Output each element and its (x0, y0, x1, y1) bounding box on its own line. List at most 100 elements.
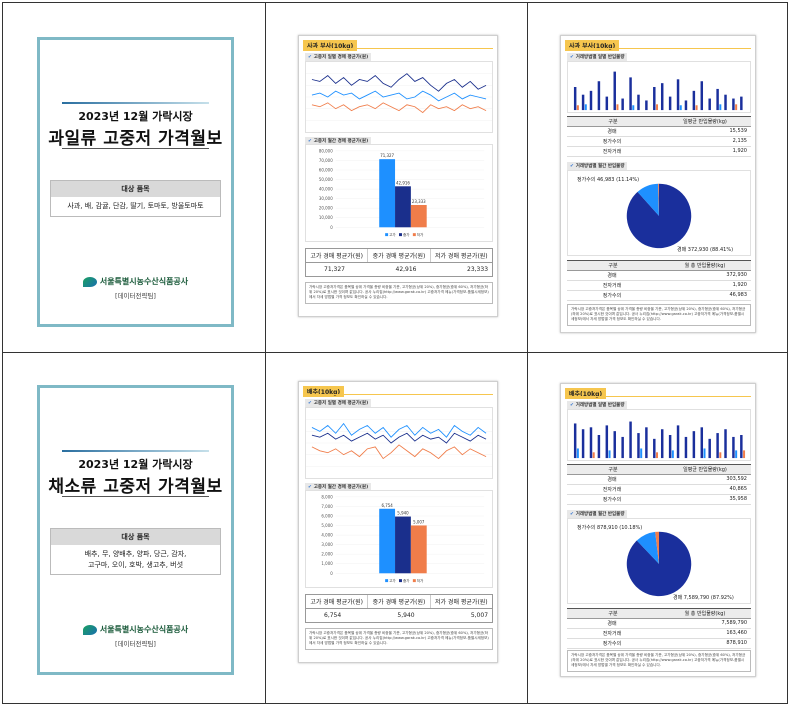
table-row: 경매 7,589,790 (567, 619, 751, 629)
org-name: 서울특별시농수산식품공사 (99, 277, 189, 286)
page-tag-underline (565, 396, 751, 397)
table-cell: 6,754 (324, 612, 342, 619)
y-tick-label: 50,000 (319, 177, 333, 182)
table-cell: 15,539 (729, 128, 748, 134)
monthly-total-volume-table: 구분 월 총 반입물량(kg) 경매 7,589,790 전자거래 163,460 … (567, 608, 751, 649)
table-cell: 경매 (607, 477, 617, 483)
section-daily-volume: ✔ 거래방법별 일별 반입물량 (567, 53, 628, 61)
table-cell: 전자거래 (602, 487, 622, 493)
table-header-cell: 월 총 반입물량(kg) (684, 263, 726, 269)
pie-label-auction: 경매 372,930 (88.41%) (677, 247, 734, 253)
y-tick-label: 30,000 (319, 196, 333, 201)
table-header-cell: 고가 경매 평균가(원) (310, 253, 363, 260)
table-header-row: 구분 일평균 반입물량(kg) (567, 117, 751, 127)
target-header: 대상 품목 (51, 181, 220, 197)
table-cell: 정가수의 (602, 293, 622, 299)
page-item-tag: 사과 부사(10kg) (565, 40, 620, 51)
table-cell: 경매 (607, 129, 617, 135)
page-tag-underline (565, 48, 751, 49)
section-title: 고중저 월간 경매 평균가(원) (313, 485, 369, 490)
volume-page-apple: 사과 부사(10kg) ✔ 거래방법별 일별 반입물량 구분 일평균 반입물량(k… (560, 35, 756, 333)
org-dept: [데이터전략팀] (115, 292, 156, 300)
cover-top-line (62, 102, 209, 104)
table-header-cell: 구분 (608, 611, 618, 617)
bar-고가 (379, 508, 396, 574)
table-cell: 5,940 (397, 612, 415, 619)
y-tick-label: 70,000 (319, 158, 333, 163)
org-logo: 서울특별시농수산식품공사 (40, 624, 231, 635)
table-header-row: 구분 일평균 반입물량(kg) (567, 465, 751, 475)
table-row: 정가수의 46,983 (567, 291, 751, 301)
section-daily-price: ✔ 고중저 일별 경매 평균가(원) (305, 53, 372, 61)
bar-저가 (410, 525, 427, 574)
check-icon: ✔ (308, 401, 312, 406)
page-item-tag: 사과 부사(10kg) (303, 40, 358, 51)
table-cell: 1,920 (732, 282, 747, 288)
target-items: 배추, 무, 양배추, 양파, 당근, 감자, 고구마, 오이, 호박, 생고추… (84, 550, 187, 569)
bar-data-label: 5,940 (397, 511, 409, 516)
bar-고가 (379, 159, 396, 228)
grid-divider-h (3, 352, 787, 353)
table-row: 정가수의 878,910 (567, 639, 751, 649)
cover-page-vegetable: 2023년 12월 가락시장 채소류 고중저 가격월보 대상 품목 배추, 무,… (37, 385, 234, 675)
org-logo: 서울특별시농수산식품공사 (40, 276, 231, 287)
footnote: 가락시장 고중저가격은 품목별 상위 가격을 총량 비중을 기준, 고가형균(상… (305, 282, 493, 304)
section-daily-volume: ✔ 거래방법별 일별 반입물량 (567, 401, 628, 409)
cover-target-box: 대상 품목 사과, 배, 감귤, 단감, 딸기, 토마토, 방울토마토 (50, 180, 221, 217)
legend-label: 고가 (389, 578, 396, 583)
monthly-bar-chart: 0 10,000 20,000 30,000 40,000 50,000 60,000 70,… (305, 144, 493, 242)
pie-slice-전자거래 (655, 531, 659, 564)
monthly-price-table: 고가 경매 평균가(원) 중가 경매 평균가(원) 저가 경매 평균가(원) 7… (305, 248, 493, 277)
pie-slice-경매 (626, 531, 692, 597)
table-row: 전자거래 1,920 (567, 147, 751, 157)
check-icon: ✔ (570, 403, 574, 408)
table-cell: 163,460 (726, 630, 747, 636)
y-tick-label: 2,000 (321, 552, 333, 557)
section-monthly-price: ✔ 고중저 월간 경매 평균가(원) (305, 137, 372, 145)
table-header-cell: 구분 (608, 467, 618, 473)
legend-swatch (412, 233, 416, 237)
pie-label-auction: 경매 7,589,790 (87.92%) (673, 595, 734, 601)
daily-line-chart (305, 407, 493, 479)
target-header: 대상 품목 (51, 529, 220, 545)
monthly-price-table: 고가 경매 평균가(원) 중가 경매 평균가(원) 저가 경매 평균가(원) 6… (305, 594, 493, 623)
table-cell: 35,958 (729, 496, 748, 502)
table-cell: 878,910 (726, 640, 747, 646)
section-title: 고중저 일별 경매 평균가(원) (313, 55, 369, 60)
legend-label: 저가 (417, 232, 424, 237)
table-cell: 40,865 (729, 486, 748, 492)
daily-volume-chart (567, 409, 751, 461)
y-tick-label: 8,000 (321, 494, 333, 499)
table-cell: 5,007 (470, 612, 489, 619)
cover-bottom-line (62, 148, 209, 149)
table-header-row: 고가 경매 평균가(원) 중가 경매 평균가(원) 저가 경매 평균가(원) (306, 595, 492, 609)
check-icon: ✔ (570, 164, 574, 169)
page-item-tag: 배추(10kg) (303, 386, 345, 397)
table-row: 전자거래 1,920 (567, 281, 751, 291)
table-row: 6,754 5,940 5,007 (306, 609, 492, 622)
section-title: 고중저 일별 경매 평균가(원) (313, 401, 369, 406)
section-monthly-price: ✔ 고중저 월간 경매 평균가(원) (305, 483, 372, 491)
y-tick-label: 10,000 (319, 215, 333, 220)
price-page-cabbage: 배추(10kg) ✔ 고중저 일별 경매 평균가(원) ✔ 고중저 월간 경매 평균… (298, 381, 498, 663)
table-row: 71,327 42,916 23,333 (306, 263, 492, 276)
org-logo-icon (82, 624, 97, 635)
bar-data-label: 71,327 (380, 153, 394, 158)
daily-avg-volume-table: 구분 일평균 반입물량(kg) 경매 303,592 전자거래 40,865 정가수… (567, 464, 751, 505)
cover-page-fruit: 2023년 12월 가락시장 과일류 고중저 가격월보 대상 품목 사과, 배,… (37, 37, 234, 327)
cover-top-line (62, 450, 209, 452)
table-cell: 정가수의 (602, 497, 622, 503)
grid-divider-v2 (527, 3, 528, 703)
table-cell: 정가수의 (602, 139, 622, 145)
table-cell: 42,916 (395, 266, 417, 273)
legend-swatch (412, 579, 416, 583)
target-items: 사과, 배, 감귤, 단감, 딸기, 토마토, 방울토마토 (67, 202, 204, 210)
section-daily-price: ✔ 고중저 일별 경매 평균가(원) (305, 399, 372, 407)
page-tag-underline (303, 394, 493, 395)
table-row: 전자거래 40,865 (567, 485, 751, 495)
grid-divider-v1 (265, 3, 266, 703)
cover-title-line2: 채소류 고중저 가격월보 (48, 477, 223, 497)
y-tick-label: 20,000 (319, 206, 333, 211)
table-row: 전자거래 163,460 (567, 629, 751, 639)
table-header-cell: 일평균 반입물량(kg) (683, 119, 727, 125)
